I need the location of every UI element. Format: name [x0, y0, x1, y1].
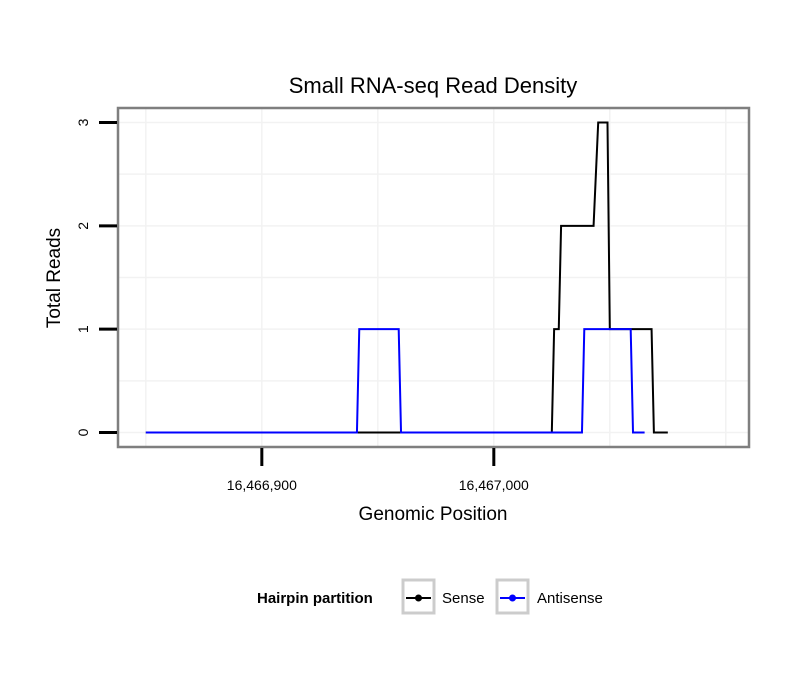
y-tick-label: 3 — [75, 118, 91, 126]
x-axis: 16,466,900 16,467,000 — [227, 448, 529, 493]
plot-panel — [116, 106, 751, 449]
series-layer — [145, 121, 668, 434]
legend-key-sense-point — [415, 594, 422, 602]
chart-title: Small RNA-seq Read Density — [289, 73, 578, 98]
legend-label-antisense: Antisense — [537, 590, 603, 607]
series-line-sense — [145, 121, 668, 434]
legend-key-antisense-point — [509, 594, 516, 602]
y-tick-label: 0 — [75, 428, 91, 436]
panel-border — [116, 106, 751, 449]
y-tick-label: 2 — [75, 222, 91, 230]
legend-label-sense: Sense — [442, 590, 485, 607]
y-tick-label: 1 — [75, 325, 91, 333]
x-tick-label: 16,466,900 — [227, 477, 297, 493]
x-tick-label: 16,467,000 — [459, 477, 529, 493]
y-axis-title: Total Reads — [44, 228, 65, 328]
legend: Hairpin partition Sense Antisense — [257, 578, 603, 615]
legend-title: Hairpin partition — [257, 590, 373, 607]
y-axis: 0 1 2 3 — [75, 118, 117, 436]
series-line-antisense — [145, 328, 645, 434]
x-axis-title: Genomic Position — [359, 504, 508, 525]
